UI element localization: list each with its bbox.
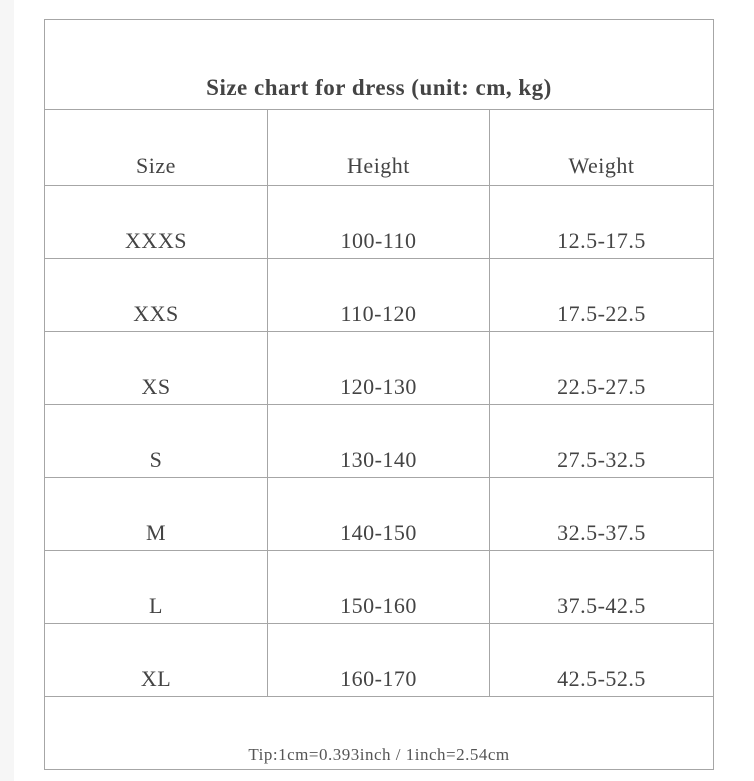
header-size: Size <box>44 109 268 186</box>
table-row: XXS 110-120 17.5-22.5 <box>44 258 714 332</box>
cell-size: S <box>44 404 268 478</box>
cell-height: 110-120 <box>267 258 490 332</box>
cell-height: 120-130 <box>267 331 490 405</box>
cell-weight: 32.5-37.5 <box>489 477 714 551</box>
cell-size: XL <box>44 623 268 697</box>
table-title: Size chart for dress (unit: cm, kg) <box>44 19 714 110</box>
cell-height: 160-170 <box>267 623 490 697</box>
header-height: Height <box>267 109 490 186</box>
cell-size: XXS <box>44 258 268 332</box>
header-row: Size Height Weight <box>44 109 714 186</box>
cell-size: L <box>44 550 268 624</box>
table-row: XL 160-170 42.5-52.5 <box>44 623 714 697</box>
header-weight: Weight <box>489 109 714 186</box>
title-row: Size chart for dress (unit: cm, kg) <box>44 19 714 110</box>
left-edge-strip <box>0 0 14 781</box>
cell-height: 130-140 <box>267 404 490 478</box>
tip-text: Tip:1cm=0.393inch / 1inch=2.54cm <box>44 696 714 770</box>
table-row: S 130-140 27.5-32.5 <box>44 404 714 478</box>
cell-height: 140-150 <box>267 477 490 551</box>
table-row: XS 120-130 22.5-27.5 <box>44 331 714 405</box>
cell-size: XXXS <box>44 185 268 259</box>
tip-row: Tip:1cm=0.393inch / 1inch=2.54cm <box>44 696 714 770</box>
table-row: XXXS 100-110 12.5-17.5 <box>44 185 714 259</box>
cell-weight: 22.5-27.5 <box>489 331 714 405</box>
cell-weight: 12.5-17.5 <box>489 185 714 259</box>
cell-weight: 37.5-42.5 <box>489 550 714 624</box>
table-row: L 150-160 37.5-42.5 <box>44 550 714 624</box>
size-chart-table: Size chart for dress (unit: cm, kg) Size… <box>44 19 714 770</box>
cell-weight: 27.5-32.5 <box>489 404 714 478</box>
cell-weight: 17.5-22.5 <box>489 258 714 332</box>
cell-size: M <box>44 477 268 551</box>
cell-weight: 42.5-52.5 <box>489 623 714 697</box>
table-row: M 140-150 32.5-37.5 <box>44 477 714 551</box>
cell-height: 100-110 <box>267 185 490 259</box>
cell-height: 150-160 <box>267 550 490 624</box>
cell-size: XS <box>44 331 268 405</box>
